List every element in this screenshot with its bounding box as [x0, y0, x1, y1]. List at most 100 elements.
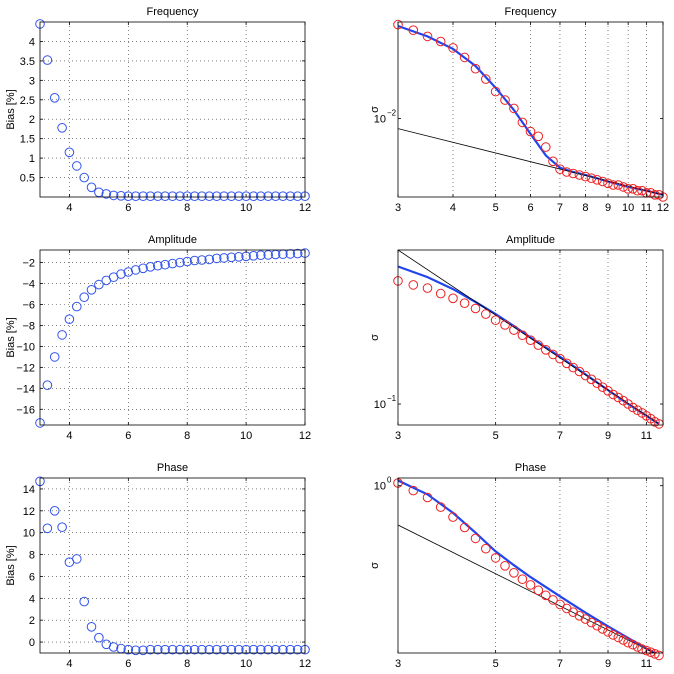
- chart-amp-bias-bias-point: [160, 259, 170, 270]
- chart-freq-sigma-xtick-label: 4: [450, 202, 456, 214]
- chart-phase-bias-ytick-label: 12: [23, 506, 35, 518]
- chart-phase-sigma-xtick-label: 7: [557, 658, 563, 670]
- chart-freq-bias-bias-point: [292, 191, 303, 201]
- chart-amp-sigma-title: Amplitude: [506, 234, 555, 246]
- chart-freq-sigma-simulated-point: [608, 180, 619, 190]
- chart-phase-bias-plot-area: [40, 478, 305, 653]
- chart-phase-sigma-xtick-label: 5: [493, 658, 499, 670]
- chart-phase-sigma-simulated-point: [490, 553, 501, 563]
- chart-amp-sigma-asymptote-line: [398, 250, 660, 425]
- chart-freq-sigma-simulated-point: [509, 103, 519, 114]
- chart-phase-bias-bias-point: [270, 644, 281, 655]
- chart-freq-bias-bias-point: [270, 191, 281, 201]
- chart-phase-bias-bias-point: [79, 596, 89, 607]
- chart-amp-sigma-simulated-point: [548, 349, 558, 360]
- chart-freq-bias-title: Frequency: [147, 6, 199, 18]
- chart-amp-sigma-simulated-point: [597, 382, 608, 393]
- chart-phase-bias-ytick-label: 4: [29, 593, 35, 605]
- chart-phase-sigma-simulated-point: [517, 574, 528, 585]
- chart-amp-bias-bias-point: [130, 265, 141, 275]
- chart-freq-sigma-simulated-point: [592, 175, 602, 185]
- chart-amp-sigma-simulated-point: [618, 395, 629, 406]
- chart-freq-sigma-simulated-point: [568, 168, 579, 179]
- chart-freq-sigma-simulated-point: [548, 156, 558, 167]
- chart-amp-bias-ytick-label: −16: [16, 404, 35, 416]
- chart-amp-sigma-axes-box: [397, 249, 664, 426]
- chart-freq-bias-bias-point: [79, 172, 89, 183]
- chart-phase-bias-xtick-label: 4: [66, 658, 72, 670]
- chart-freq-bias-bias-point: [42, 55, 53, 65]
- chart-amp-sigma-simulated-point: [435, 288, 446, 299]
- chart-amp-sigma-simulated-point: [470, 303, 481, 314]
- chart-amp-sigma-simulated-point: [422, 283, 433, 293]
- chart-amp-sigma-simulated-point: [623, 399, 633, 409]
- chart-phase-sigma: 3 5 7 9 11 100 Phase σ: [369, 462, 664, 670]
- chart-freq-bias-ytick-label: 3.5: [20, 56, 35, 68]
- chart-amp-sigma-simulated-point: [541, 345, 551, 355]
- chart-phase-sigma-simulated-point: [533, 585, 544, 596]
- chart-freq-bias-bias-point: [123, 191, 134, 201]
- chart-amp-sigma-simulated-point: [561, 358, 572, 369]
- chart-phase-sigma-simulated-point: [654, 650, 664, 661]
- chart-phase-bias-xtick-label: 12: [299, 658, 311, 670]
- chart-phase-sigma-simulated-point: [592, 620, 602, 631]
- chart-phase-bias-bias-point: [182, 644, 192, 655]
- chart-amp-sigma: 3 5 7 9 11 10−1 Amplitude σ: [369, 234, 664, 442]
- chart-amp-sigma-simulated-point: [408, 280, 419, 290]
- chart-amp-sigma-simulated-point: [448, 293, 458, 304]
- chart-amp-bias-axes-box: [39, 249, 306, 426]
- chart-phase-bias-bias-point: [241, 644, 251, 655]
- chart-amp-bias-title: Amplitude: [148, 234, 197, 246]
- chart-amp-sigma-ylabel: σ: [369, 334, 381, 341]
- chart-freq-bias-bias-point: [101, 189, 112, 199]
- chart-phase-bias-ylabel: Bias [%]: [5, 545, 17, 585]
- chart-freq-bias-bias-point: [145, 191, 156, 201]
- chart-freq-bias: 4 6 8 10 12 0.5 1 1.5 2 2.5 3 3.5 4 Frequency Bias [%]: [5, 6, 311, 214]
- chart-phase-bias-bias-point: [175, 644, 185, 655]
- chart-freq-sigma-simulated-point: [448, 43, 458, 53]
- chart-phase-bias-bias-point: [226, 644, 237, 655]
- chart-phase-sigma-axes-box: [397, 477, 664, 654]
- chart-freq-bias-bias-point: [197, 191, 207, 201]
- chart-freq-bias-bias-point: [241, 191, 251, 201]
- chart-phase-bias-bias-point: [189, 644, 200, 655]
- chart-amp-bias-bias-point: [175, 257, 185, 268]
- chart-amp-bias-bias-point: [211, 253, 222, 264]
- chart-phase-bias-bias-point: [256, 644, 266, 655]
- chart-amp-sigma-theory-line: [398, 265, 660, 425]
- chart-freq-bias-plot-area: [40, 22, 305, 197]
- chart-freq-bias-bias-point: [248, 191, 259, 201]
- chart-amp-bias-bias-point: [145, 262, 156, 272]
- chart-freq-bias-ytick-label: 1: [29, 153, 35, 165]
- chart-phase-bias-xtick-label: 6: [125, 658, 131, 670]
- chart-freq-sigma-simulated-point: [533, 131, 544, 142]
- chart-freq-bias-bias-point: [211, 191, 222, 201]
- chart-amp-bias-ytick-label: −2: [22, 258, 35, 270]
- chart-amp-sigma-simulated-point: [525, 335, 536, 346]
- chart-amp-bias-bias-point: [42, 380, 53, 391]
- chart-phase-sigma-simulated-point: [525, 580, 536, 590]
- chart-amp-bias-bias-point: [189, 255, 200, 266]
- chart-freq-bias-bias-point: [256, 191, 266, 201]
- chart-amp-sigma-simulated-point: [481, 309, 491, 319]
- chart-freq-sigma-simulated-point: [603, 178, 613, 189]
- chart-phase-sigma-simulated-point: [613, 632, 624, 643]
- chart-amp-bias-xtick-label: 4: [66, 430, 72, 442]
- chart-phase-sigma-ylabel: σ: [369, 562, 381, 569]
- chart-freq-bias-ytick-label: 2.5: [20, 95, 35, 107]
- chart-amp-sigma-ytick-exponent: −1: [387, 394, 397, 403]
- chart-freq-bias-bias-point: [219, 191, 229, 201]
- chart-amp-sigma-simulated-point: [533, 340, 544, 350]
- chart-amp-bias-ytick-label: −6: [22, 299, 35, 311]
- chart-phase-bias-bias-point: [153, 644, 163, 655]
- chart-phase-sigma-ytick-label: 10: [374, 481, 386, 493]
- chart-amp-bias-ytick-label: −4: [22, 279, 35, 291]
- chart-phase-sigma-xtick-label: 3: [395, 658, 401, 670]
- chart-amp-bias-bias-point: [204, 254, 215, 265]
- chart-phase-bias-ytick-label: 2: [29, 615, 35, 627]
- chart-freq-bias-bias-point: [234, 191, 244, 201]
- chart-freq-bias-bias-point: [182, 191, 192, 201]
- chart-phase-bias-ytick-label: 10: [23, 528, 35, 540]
- chart-freq-bias-bias-point: [226, 191, 237, 201]
- chart-phase-bias: 4 6 8 10 12 0 2 4 6 8 10 12 14 Phase Bias [%]: [5, 462, 311, 670]
